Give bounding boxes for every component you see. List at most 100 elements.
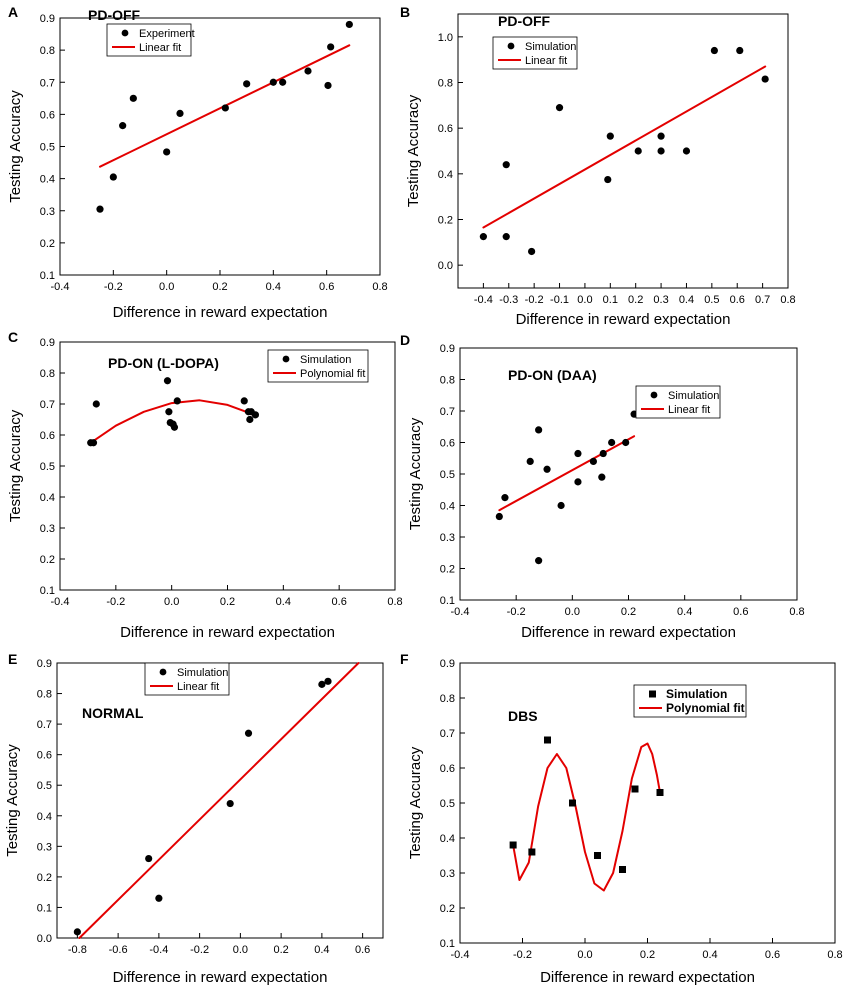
legend-label: Simulation xyxy=(177,667,228,679)
x-tick-label: -0.4 xyxy=(51,596,70,608)
y-tick-label: 0.7 xyxy=(40,77,55,89)
panel-d: -0.4 -0.2 0.0 0.2 0.4 0.6 0.8 0.1 0.2 0.3 0.4 0.5 0.… xyxy=(400,332,805,641)
x-axis-label: Difference in reward expectation xyxy=(540,969,755,986)
x-tick-label: 0.4 xyxy=(679,294,694,306)
y-tick-label: 0.9 xyxy=(440,658,455,670)
data-point xyxy=(606,132,614,140)
data-point xyxy=(92,400,100,408)
data-point xyxy=(324,81,332,90)
panel-a: -0.4 -0.2 0.0 0.2 0.4 0.6 0.8 0.1 0.2 0.3 0.4 0.5 0.… xyxy=(7,4,388,321)
legend-label: Polynomial fit xyxy=(300,368,365,380)
y-tick-label: 0.1 xyxy=(40,585,55,597)
data-point xyxy=(535,557,543,565)
data-point xyxy=(244,729,253,737)
data-point xyxy=(599,449,607,458)
legend-label: Linear fit xyxy=(525,55,567,67)
data-point xyxy=(170,423,179,431)
y-tick-label: 0.1 xyxy=(40,270,55,282)
x-tick-label: -0.4 xyxy=(51,281,70,293)
x-tick-label: 0.0 xyxy=(159,281,174,293)
x-tick-label: 0.0 xyxy=(565,606,580,618)
y-tick-label: 0.8 xyxy=(438,78,453,90)
data-point xyxy=(622,438,630,447)
legend-label: Simulation xyxy=(525,41,576,53)
y-tick-label: 0.0 xyxy=(37,933,52,945)
data-point xyxy=(240,397,248,405)
x-tick-label: 0.2 xyxy=(628,294,643,306)
data-point xyxy=(269,78,277,86)
data-point xyxy=(173,397,181,405)
x-axis-label: Difference in reward expectation xyxy=(120,624,335,641)
data-point xyxy=(119,122,127,130)
panel-f: -0.4 -0.2 0.0 0.2 0.4 0.6 0.8 0.1 0.2 0.3 0.4 0.5 0.… xyxy=(400,651,843,986)
x-tick-label: 0.6 xyxy=(730,294,745,306)
y-tick-label: 0.2 xyxy=(37,872,52,884)
data-point xyxy=(598,473,606,481)
x-tick-label: -0.2 xyxy=(190,944,209,956)
y-tick-label: 0.8 xyxy=(37,689,52,701)
y-axis-label: Testing Accuracy xyxy=(7,90,24,203)
y-tick-label: 0.6 xyxy=(438,123,453,135)
data-point xyxy=(221,104,229,112)
legend-label: Simulation xyxy=(666,687,727,701)
legend-box xyxy=(492,36,578,70)
legend-label: Linear fit xyxy=(177,681,219,693)
fit-line xyxy=(512,742,661,892)
y-axis-label: Testing Accuracy xyxy=(405,94,422,207)
y-tick-label: 0.9 xyxy=(440,343,455,355)
panel-title: PD-OFF xyxy=(88,7,141,23)
data-point xyxy=(279,78,287,86)
y-tick-label: 0.9 xyxy=(37,658,52,670)
y-tick-label: 0.7 xyxy=(440,728,455,740)
y-tick-label: 0.6 xyxy=(37,750,52,762)
legend-label: Polynomial fit xyxy=(666,701,745,715)
y-tick-label: 0.1 xyxy=(37,902,52,914)
x-tick-label: 0.8 xyxy=(387,596,402,608)
data-point xyxy=(129,94,137,102)
y-tick-label: 1.0 xyxy=(438,32,453,44)
panel-title: NORMAL xyxy=(82,705,144,721)
legend-label: Linear fit xyxy=(668,404,710,416)
y-axis-label: Testing Accuracy xyxy=(407,746,424,859)
x-tick-label: 0.0 xyxy=(164,596,179,608)
x-tick-label: 0.1 xyxy=(603,294,618,306)
y-tick-label: 0.2 xyxy=(40,238,55,250)
data-point xyxy=(327,43,335,51)
panel-letter: F xyxy=(400,651,409,667)
panel-letter: C xyxy=(8,329,18,345)
data-point xyxy=(479,233,487,241)
data-point xyxy=(502,233,510,241)
y-tick-label: 0.1 xyxy=(440,595,455,607)
fit-line xyxy=(482,65,767,229)
y-tick-label: 0.8 xyxy=(440,375,455,387)
x-tick-label: 0.5 xyxy=(704,294,719,306)
y-tick-label: 0.3 xyxy=(37,841,52,853)
y-tick-label: 0.4 xyxy=(40,492,55,504)
panel-letter: D xyxy=(400,332,410,348)
panel-letter: E xyxy=(8,651,17,667)
x-tick-label: 0.2 xyxy=(212,281,227,293)
data-point xyxy=(501,494,509,502)
data-point xyxy=(495,512,503,521)
x-tick-label: 0.0 xyxy=(233,944,248,956)
data-point xyxy=(589,457,597,465)
y-tick-label: 0.2 xyxy=(440,564,455,576)
y-tick-label: 0.4 xyxy=(438,169,453,181)
y-tick-label: 0.0 xyxy=(438,260,453,272)
legend-box xyxy=(106,23,192,57)
y-tick-label: 0.8 xyxy=(440,693,455,705)
y-axis-label: Testing Accuracy xyxy=(4,744,21,857)
y-tick-label: 0.8 xyxy=(40,368,55,380)
y-tick-label: 0.5 xyxy=(37,780,52,792)
x-tick-label: 0.7 xyxy=(755,294,770,306)
legend-box xyxy=(144,662,230,696)
data-point xyxy=(109,173,117,181)
x-tick-label: -0.3 xyxy=(499,294,518,306)
data-point xyxy=(657,132,665,140)
panel-letter: A xyxy=(8,4,18,20)
y-tick-label: 0.6 xyxy=(440,438,455,450)
panel-title: PD-ON (L-DOPA) xyxy=(108,355,219,371)
y-tick-label: 0.4 xyxy=(440,501,455,513)
x-tick-label: -0.2 xyxy=(104,281,123,293)
x-tick-label: 0.8 xyxy=(780,294,795,306)
